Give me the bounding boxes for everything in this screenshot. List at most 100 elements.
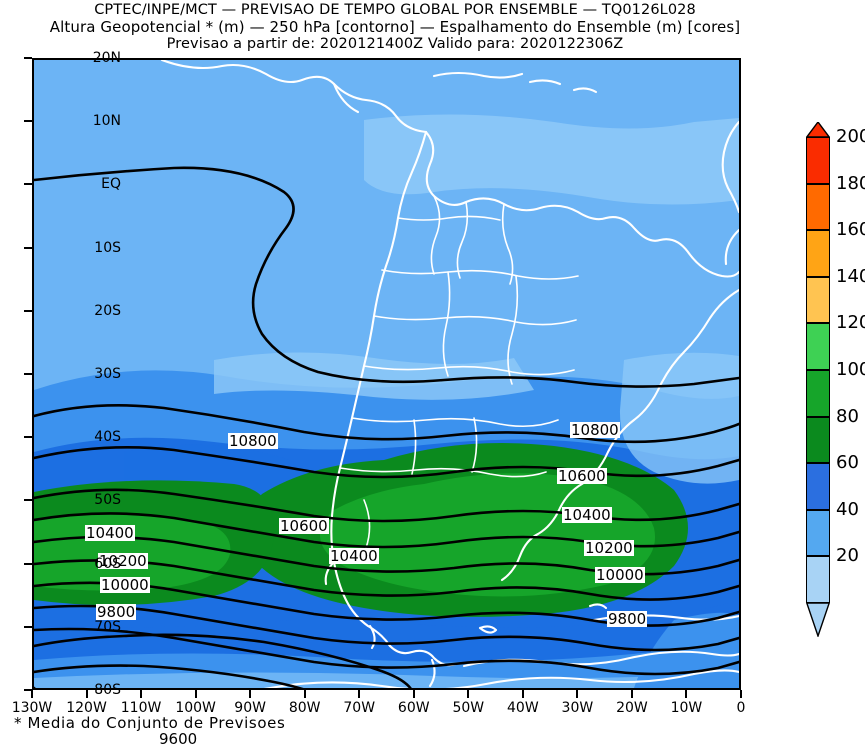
colorbar[interactable] bbox=[806, 122, 830, 637]
colorbar-band-200 bbox=[806, 137, 830, 184]
x-tick-label-50W: 50W bbox=[452, 700, 485, 716]
y-tick bbox=[24, 625, 32, 628]
colorbar-band-160 bbox=[806, 230, 830, 277]
colorbar-label-140: 140 bbox=[836, 265, 865, 287]
colorbar-band-140 bbox=[806, 276, 830, 324]
title-line-1: CPTEC/INPE/MCT — PREVISAO DE TEMPO GLOBA… bbox=[94, 2, 696, 18]
x-tick bbox=[31, 690, 33, 698]
contour-label-10200: 10200 bbox=[98, 552, 148, 570]
field-band-100-west bbox=[34, 514, 231, 591]
x-tick bbox=[194, 690, 197, 698]
x-tick-label-80W: 80W bbox=[288, 700, 321, 716]
y-tick bbox=[24, 373, 32, 375]
contour-label-10000: 10000 bbox=[595, 566, 645, 584]
colorbar-band-120 bbox=[806, 323, 830, 370]
x-tick-label-30W: 30W bbox=[561, 700, 594, 716]
y-tick-label-40S: 40S bbox=[94, 429, 121, 446]
x-tick bbox=[303, 690, 306, 698]
y-tick bbox=[24, 183, 32, 186]
x-tick bbox=[685, 690, 688, 698]
colorbar-band-20 bbox=[806, 556, 830, 603]
colorbar-label-200: 200 bbox=[836, 126, 865, 147]
colorbar-label-80: 80 bbox=[836, 405, 859, 427]
x-tick bbox=[249, 690, 252, 698]
x-tick-label-120W: 120W bbox=[66, 700, 107, 716]
y-tick-label-20N: 20N bbox=[92, 50, 121, 66]
y-tick-label-20S: 20S bbox=[94, 302, 121, 319]
title-line-3: Previsao a partir de: 2020121400Z Valido… bbox=[166, 36, 624, 52]
y-tick bbox=[24, 436, 32, 439]
contour-label-10600: 10600 bbox=[279, 517, 329, 535]
x-tick bbox=[85, 690, 88, 698]
x-tick-label-110W: 110W bbox=[120, 700, 162, 716]
y-tick-label-70S: 70S bbox=[94, 618, 121, 635]
colorbar-label-120: 120 bbox=[836, 312, 865, 334]
footnote: * Media do Conjunto de Previsoes bbox=[14, 714, 286, 732]
field-band-light-north bbox=[364, 114, 739, 205]
contour-label-9800: 9800 bbox=[96, 603, 137, 621]
contour-label-9600: 9600 bbox=[158, 730, 199, 748]
x-tick-label-100W: 100W bbox=[175, 700, 216, 716]
x-tick-label-20W: 20W bbox=[616, 700, 648, 716]
x-tick bbox=[467, 690, 470, 698]
x-tick-label-60W: 60W bbox=[397, 700, 430, 716]
contour-label-10000: 10000 bbox=[100, 576, 150, 594]
colorbar-label-40: 40 bbox=[836, 498, 859, 520]
x-tick bbox=[630, 690, 633, 698]
colorbar-label-160: 160 bbox=[836, 219, 865, 241]
contour-label-10400: 10400 bbox=[329, 547, 379, 565]
y-tick bbox=[24, 689, 32, 691]
x-tick-label-70W: 70W bbox=[343, 700, 376, 716]
colorbar-label-60: 60 bbox=[836, 452, 859, 474]
x-tick-label-130W: 130W bbox=[11, 700, 53, 716]
y-tick bbox=[24, 246, 32, 249]
contour-label-10800: 10800 bbox=[570, 421, 620, 439]
x-tick bbox=[740, 690, 742, 698]
colorbar-band-100 bbox=[806, 370, 830, 417]
title-line-2: Altura Geopotencial * (m) — 250 hPa [con… bbox=[49, 18, 741, 36]
contour-layer bbox=[34, 166, 739, 688]
y-tick-label-60S: 60S bbox=[94, 555, 121, 572]
colorbar-label-180: 180 bbox=[836, 172, 865, 194]
colorbar-label-20: 20 bbox=[836, 545, 859, 567]
coastline-layer bbox=[160, 60, 739, 688]
x-tick bbox=[521, 690, 524, 698]
y-tick-label-10N: 10N bbox=[92, 113, 121, 130]
x-tick bbox=[576, 690, 579, 698]
colorbar-label-100: 100 bbox=[836, 359, 865, 380]
x-tick-label-10W: 10W bbox=[670, 700, 703, 716]
x-tick bbox=[412, 690, 415, 698]
contour-label-10600: 10600 bbox=[557, 467, 607, 485]
colorbar-band-80 bbox=[806, 416, 830, 464]
y-tick-label-30S: 30S bbox=[94, 366, 121, 382]
chart-title-block: CPTEC/INPE/MCT — PREVISAO DE TEMPO GLOBA… bbox=[0, 0, 790, 53]
y-tick bbox=[24, 120, 32, 123]
y-tick bbox=[24, 309, 32, 312]
contour-label-10400: 10400 bbox=[85, 524, 135, 542]
field-band-100 bbox=[320, 473, 656, 597]
x-tick-label-40W: 40W bbox=[507, 700, 539, 716]
y-tick bbox=[24, 57, 32, 59]
contour-label-9800: 9800 bbox=[607, 610, 648, 628]
y-tick-label-10S: 10S bbox=[94, 239, 121, 256]
field-light-reentrant bbox=[214, 352, 534, 400]
x-tick-label-90W: 90W bbox=[234, 700, 266, 716]
colorbar-band-40 bbox=[806, 509, 830, 557]
x-tick bbox=[358, 690, 361, 698]
map-canvas bbox=[34, 60, 739, 688]
y-tick-label-50S: 50S bbox=[94, 492, 121, 509]
x-tick bbox=[140, 690, 143, 698]
colorbar-band-180 bbox=[806, 183, 830, 231]
field-band-20-south bbox=[34, 672, 739, 688]
y-tick bbox=[24, 499, 32, 502]
y-tick bbox=[24, 562, 32, 565]
colorbar-extend-top-icon bbox=[806, 122, 830, 138]
colorbar-extend-bottom-icon bbox=[806, 603, 830, 637]
contour-label-10400: 10400 bbox=[562, 506, 612, 524]
contour-label-10200: 10200 bbox=[584, 539, 634, 557]
x-tick-label-0: 0 bbox=[736, 700, 746, 716]
map-plot-area bbox=[32, 58, 741, 690]
colorbar-band-60 bbox=[806, 463, 830, 510]
y-tick-label-EQ: EQ bbox=[101, 176, 121, 193]
contour-label-10800: 10800 bbox=[228, 432, 278, 450]
